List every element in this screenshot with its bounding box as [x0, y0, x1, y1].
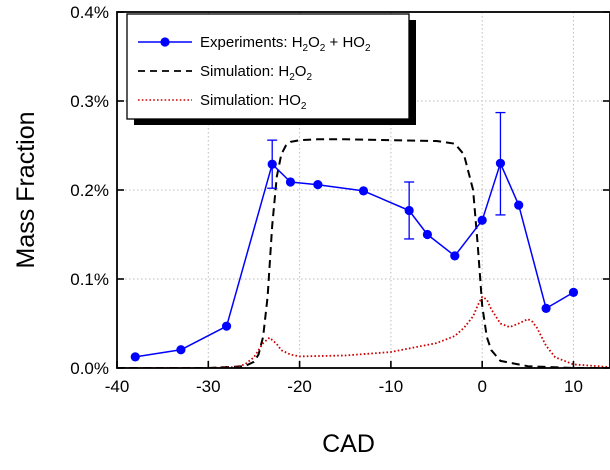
- legend-subscript: 2: [306, 72, 312, 83]
- legend-text-part: Simulation: H: [200, 63, 289, 80]
- data-point: [285, 177, 296, 187]
- data-point: [541, 303, 551, 313]
- legend-text-part: Experiments: H: [200, 34, 303, 51]
- y-tick-label: 0.2%: [70, 181, 109, 200]
- legend-subscript: 2: [303, 43, 309, 54]
- legend-text-part: + HO: [325, 34, 365, 51]
- data-point: [477, 215, 487, 225]
- legend: Experiments: H2O2 + HO2 Simulation: H2O2…: [126, 13, 416, 125]
- legend-label-experiments: Experiments: H2O2 + HO2: [200, 34, 371, 54]
- legend-subscript: 2: [289, 72, 295, 83]
- data-point: [221, 321, 232, 331]
- y-tick-label: 0.1%: [70, 270, 109, 289]
- legend-subscript: 2: [365, 43, 371, 54]
- x-tick-label: -10: [379, 377, 404, 396]
- series-line-sim-ho2: [117, 295, 610, 368]
- y-tick-label: 0.4%: [70, 3, 109, 22]
- data-point: [358, 186, 369, 196]
- x-tick-label: 0: [477, 377, 486, 396]
- legend-subscript: 2: [320, 43, 326, 54]
- legend-text-part: O: [308, 34, 320, 51]
- x-tick-label: -40: [105, 377, 130, 396]
- legend-marker-experiments: [160, 37, 170, 47]
- legend-subscript: 2: [301, 101, 307, 112]
- data-point: [176, 345, 186, 355]
- legend-label-sim-ho2: Simulation: HO2: [200, 92, 307, 112]
- data-point: [422, 229, 433, 240]
- x-tick-label: -20: [287, 377, 312, 396]
- data-point: [514, 200, 524, 210]
- legend-label-sim-h2o2: Simulation: H2O2: [200, 63, 312, 83]
- data-point: [495, 158, 506, 168]
- series-line-experiments: [135, 162, 574, 358]
- data-point: [313, 180, 323, 190]
- y-tick-label: 0.3%: [70, 92, 109, 111]
- y-axis-title: Mass Fraction: [12, 112, 40, 269]
- plot-area: [117, 111, 610, 368]
- data-point: [130, 352, 140, 362]
- data-point: [267, 159, 277, 169]
- grid-lines: [117, 12, 610, 368]
- data-point: [404, 205, 414, 216]
- y-tick-label: 0.0%: [70, 359, 109, 378]
- data-point: [568, 287, 579, 297]
- x-tick-label: 10: [564, 377, 583, 396]
- series-line-sim-h2o2: [117, 138, 610, 368]
- legend-text-part: O: [295, 63, 307, 80]
- x-tick-label: -30: [196, 377, 221, 396]
- data-point: [450, 251, 460, 261]
- x-axis-title: CAD: [322, 430, 375, 458]
- axis-ticks: -40 -30 -20 -10 0 10 0.0% 0.1% 0.2% 0.3% 0.4%: [70, 3, 609, 396]
- legend-text-part: Simulation: HO: [200, 92, 301, 109]
- legend-box: [126, 13, 410, 120]
